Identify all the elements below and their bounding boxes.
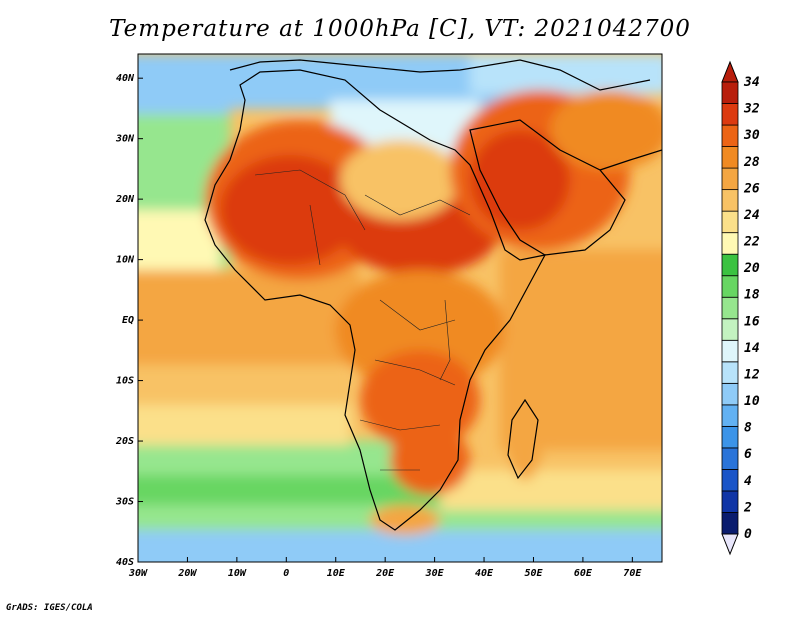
colorbar-level-label: 26 — [743, 181, 760, 196]
country-borders — [254, 169, 471, 471]
colorbar-level-label: 2 — [743, 500, 752, 515]
axis-ticks: 30W 20W 10W 0 10E 20E 30E 40E 50E 60E 70E 40S 30S 20S… — [115, 73, 642, 579]
colorbar-level-label: 0 — [744, 527, 752, 542]
europe-coastline — [229, 59, 651, 91]
lat-tick-label: 20S — [115, 436, 134, 447]
colorbar-swatch — [721, 404, 739, 427]
plot-frame — [137, 53, 663, 563]
colorbar-swatch — [721, 81, 739, 104]
lon-tick-label: 0 — [283, 568, 289, 579]
lat-tick-label: 30S — [115, 497, 134, 508]
colorbar-swatch — [721, 339, 739, 363]
colorbar-level-label: 12 — [744, 367, 760, 382]
colorbar-swatch — [721, 124, 739, 147]
asia-coastline — [599, 149, 662, 171]
colorbar-swatch — [721, 189, 739, 212]
colorbar-swatch — [721, 253, 739, 277]
colorbar-level-label: 18 — [744, 288, 760, 303]
colorbar-swatch — [721, 318, 739, 341]
colorbar-level-label: 14 — [744, 341, 760, 356]
lon-tick-label: 10W — [228, 568, 247, 579]
lon-tick-label: 30W — [128, 568, 148, 579]
colorbar-swatch — [721, 361, 739, 384]
colorbar-max-arrow — [721, 60, 739, 83]
lon-tick-label: 40E — [475, 568, 494, 579]
colorbar-level-label: 30 — [743, 128, 760, 143]
lat-tick-label: 10S — [116, 376, 134, 387]
lat-tick-label: 30N — [115, 134, 135, 145]
lat-tick-label: EQ — [122, 315, 134, 326]
colorbar-swatch — [721, 382, 739, 406]
colorbar-swatch — [721, 167, 739, 191]
colorbar-swatch — [721, 103, 739, 126]
colorbar-swatch — [721, 275, 739, 298]
colorbar-level-label: 10 — [744, 394, 760, 409]
colorbar-swatch — [721, 146, 739, 169]
lat-tick-label: 40N — [116, 73, 135, 84]
lat-tick-label: 40S — [116, 557, 134, 568]
colorbar-swatch — [721, 469, 739, 492]
colorbar-level-label: 4 — [744, 474, 752, 489]
lon-tick-label: 60E — [574, 568, 593, 579]
colorbar-level-label: 28 — [743, 155, 760, 170]
lon-tick-label: 10E — [327, 568, 346, 579]
colorbar-swatch — [721, 512, 739, 535]
colorbar-swatch — [721, 296, 739, 320]
colorbar-level-label: 6 — [744, 447, 752, 462]
colorbar-swatch — [721, 490, 739, 513]
credit-label: GrADS: IGES/COLA — [6, 603, 93, 613]
madagascar-coastline — [507, 398, 539, 480]
colorbar-swatch — [721, 447, 739, 470]
colorbar-swatch — [721, 425, 739, 449]
colorbar-level-label: 16 — [744, 314, 760, 329]
colorbar-swatch — [721, 232, 739, 255]
colorbar-level-label: 34 — [743, 75, 760, 90]
africa-coastline — [204, 69, 547, 531]
colorbar-level-label: 32 — [743, 102, 760, 117]
lon-tick-label: 20E — [375, 568, 395, 579]
colorbar-level-label: 20 — [743, 261, 760, 276]
temperature-field — [138, 54, 662, 562]
lon-tick-label: 20W — [177, 568, 197, 579]
lat-tick-label: 20N — [115, 194, 135, 205]
lon-tick-label: 30E — [425, 568, 445, 579]
coastline-layer — [204, 59, 662, 531]
colorbar-level-label: 24 — [743, 208, 760, 223]
colorbar-level-label: 8 — [744, 421, 752, 436]
colorbar-swatch — [721, 210, 739, 234]
colorbar-min-arrow — [721, 533, 739, 556]
map-title: Temperature at 1000hPa [C], VT: 20210427… — [109, 16, 691, 42]
lon-tick-label: 70E — [623, 568, 642, 579]
arabia-coastline — [469, 119, 626, 256]
lat-tick-label: 10N — [116, 255, 135, 266]
colorbar-level-label: 22 — [743, 235, 760, 250]
lon-tick-label: 50E — [524, 568, 543, 579]
